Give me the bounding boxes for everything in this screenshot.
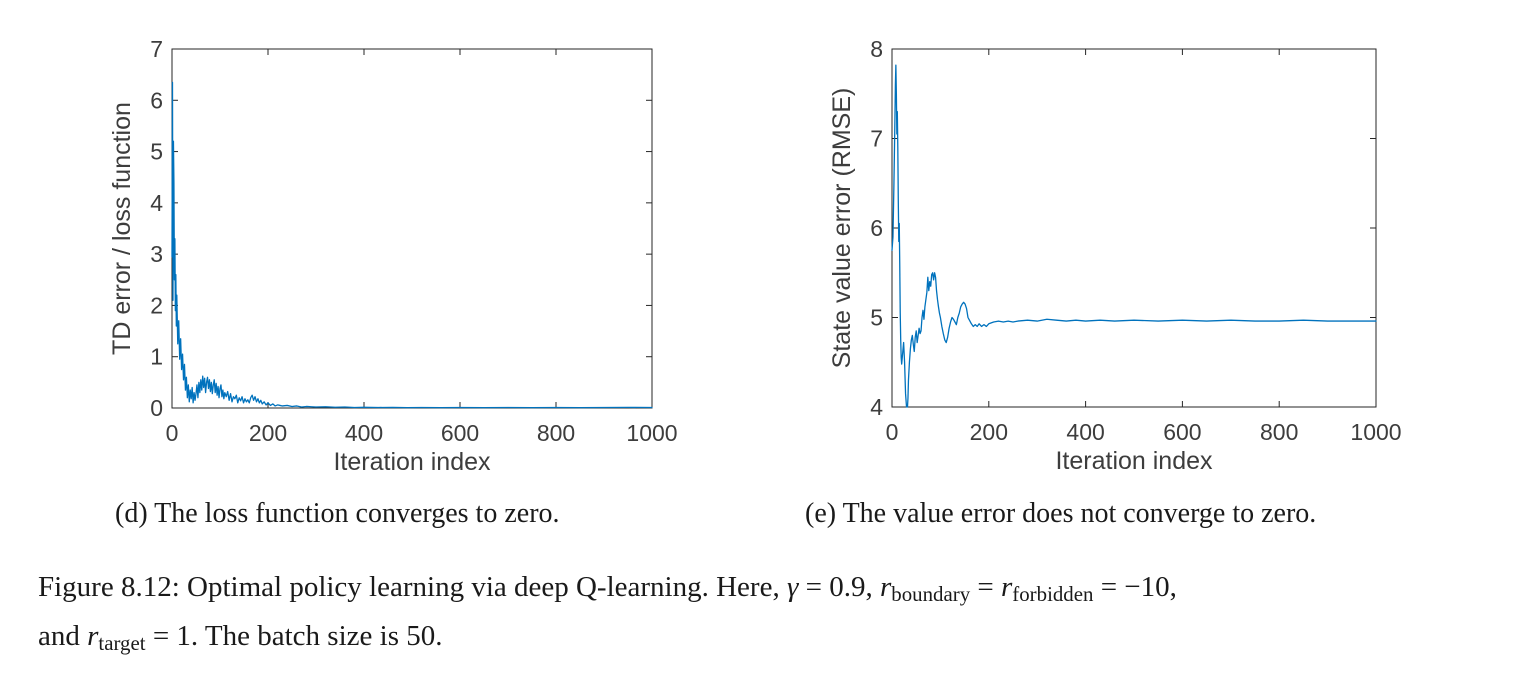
x-tick-label: 400 bbox=[1066, 419, 1104, 445]
x-tick-label: 600 bbox=[441, 420, 479, 446]
chart-td-error-loss: 0 200 400 600 800 1000 0 1 2 3 4 5 6 7 Iteration index… bbox=[0, 0, 770, 490]
x-tick-label: 1000 bbox=[626, 420, 677, 446]
state-value-error-plot: 0 200 400 600 800 1000 4 5 6 7 8 Iteration index Sta… bbox=[828, 36, 1402, 475]
figure-caption: Figure 8.12: Optimal policy learning via… bbox=[38, 566, 1518, 664]
tick-labels: 0 200 400 600 800 1000 4 5 6 7 8 bbox=[870, 36, 1401, 445]
y-tick-label: 0 bbox=[150, 395, 163, 421]
x-tick-label: 600 bbox=[1163, 419, 1201, 445]
tick-marks bbox=[891, 48, 1377, 408]
y-axis-label: State value error (RMSE) bbox=[828, 88, 856, 369]
y-tick-label: 1 bbox=[150, 344, 163, 370]
y-tick-label: 5 bbox=[150, 139, 163, 165]
figure-caption-line-2: and rtarget = 1. The batch size is 50. bbox=[38, 620, 443, 655]
y-tick-label: 6 bbox=[150, 87, 163, 113]
tick-marks bbox=[171, 48, 653, 409]
y-axis-label: TD error / loss function bbox=[108, 102, 136, 355]
y-tick-label: 3 bbox=[150, 241, 163, 267]
x-axis-label: Iteration index bbox=[333, 448, 491, 476]
y-tick-label: 7 bbox=[150, 36, 163, 62]
axes-box bbox=[171, 48, 653, 409]
y-tick-label: 6 bbox=[870, 215, 883, 241]
x-tick-label: 200 bbox=[970, 419, 1008, 445]
tick-labels: 0 200 400 600 800 1000 0 1 2 3 4 5 6 7 bbox=[150, 36, 677, 446]
state-value-error-curve bbox=[891, 64, 1377, 408]
figure-caption-line-1: Figure 8.12: Optimal policy learning via… bbox=[38, 571, 1177, 606]
y-tick-label: 5 bbox=[870, 305, 883, 331]
x-tick-label: 800 bbox=[1260, 419, 1298, 445]
subcaption-e: (e) The value error does not converge to… bbox=[805, 498, 1317, 529]
x-tick-label: 800 bbox=[537, 420, 575, 446]
y-tick-label: 4 bbox=[870, 394, 883, 420]
x-tick-label: 0 bbox=[886, 419, 899, 445]
td-error-loss-curve bbox=[171, 81, 653, 409]
x-tick-label: 1000 bbox=[1350, 419, 1401, 445]
x-tick-label: 200 bbox=[249, 420, 287, 446]
y-tick-label: 7 bbox=[870, 126, 883, 152]
td-error-loss-plot: 0 200 400 600 800 1000 0 1 2 3 4 5 6 7 Iteration index… bbox=[108, 36, 678, 476]
chart-state-value-error: 0 200 400 600 800 1000 4 5 6 7 8 Iteration index Sta… bbox=[724, 0, 1494, 490]
subcaption-d: (d) The loss function converges to zero. bbox=[115, 498, 560, 529]
axes-box bbox=[891, 48, 1377, 408]
y-tick-label: 8 bbox=[870, 36, 883, 62]
y-tick-label: 2 bbox=[150, 292, 163, 318]
x-tick-label: 400 bbox=[345, 420, 383, 446]
x-tick-label: 0 bbox=[166, 420, 179, 446]
y-tick-label: 4 bbox=[150, 190, 163, 216]
x-axis-label: Iteration index bbox=[1055, 447, 1213, 475]
